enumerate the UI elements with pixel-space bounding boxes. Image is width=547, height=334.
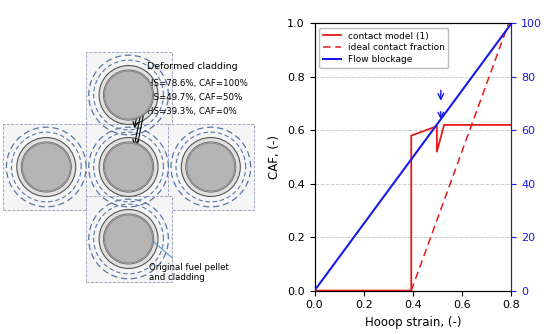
Circle shape xyxy=(21,142,71,192)
Circle shape xyxy=(99,138,158,196)
Circle shape xyxy=(99,65,158,125)
Circle shape xyxy=(103,70,154,120)
contact model (1) xyxy=(440,124,447,128)
Text: HS=39.3%, CAF=0%: HS=39.3%, CAF=0% xyxy=(147,107,236,116)
Y-axis label: CAF, (-): CAF, (-) xyxy=(269,135,282,179)
Circle shape xyxy=(103,142,154,192)
Bar xyxy=(85,52,172,138)
Line: contact model (1): contact model (1) xyxy=(315,125,511,291)
Circle shape xyxy=(17,138,76,196)
Text: HS=78.6%, CAF=100%: HS=78.6%, CAF=100% xyxy=(147,79,247,88)
contact model (1) xyxy=(408,134,415,138)
Circle shape xyxy=(104,71,153,119)
Circle shape xyxy=(104,215,153,263)
Bar xyxy=(85,196,172,282)
Text: HS=49.7%, CAF=50%: HS=49.7%, CAF=50% xyxy=(147,93,242,102)
Circle shape xyxy=(22,143,70,191)
Bar xyxy=(85,124,172,210)
Text: Original fuel pellet
and cladding: Original fuel pellet and cladding xyxy=(144,234,229,282)
Circle shape xyxy=(99,209,158,269)
contact model (1) xyxy=(440,123,447,127)
X-axis label: Hooop strain, (-): Hooop strain, (-) xyxy=(365,316,461,329)
contact model (1) xyxy=(434,150,440,154)
Circle shape xyxy=(104,143,153,191)
Circle shape xyxy=(181,138,240,196)
contact model (1) xyxy=(508,123,515,127)
Circle shape xyxy=(187,143,235,191)
Bar xyxy=(3,124,89,210)
contact model (1) xyxy=(434,124,440,128)
Bar xyxy=(168,124,254,210)
Text: Deformed cladding: Deformed cladding xyxy=(147,62,237,71)
contact model (1) xyxy=(408,289,415,293)
Circle shape xyxy=(186,142,236,192)
contact model (1) xyxy=(311,289,318,293)
Circle shape xyxy=(103,214,154,264)
Legend: contact model (1), ideal contact fraction, Flow blockage: contact model (1), ideal contact fractio… xyxy=(319,28,449,67)
